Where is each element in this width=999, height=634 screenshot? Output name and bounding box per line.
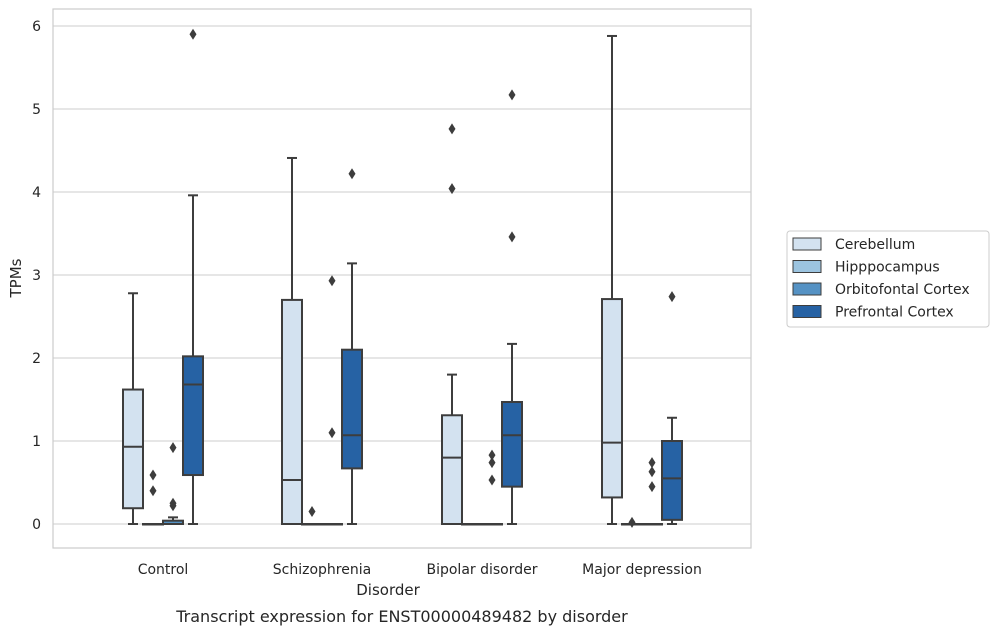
plot-frame <box>52 8 752 549</box>
boxes <box>122 28 683 528</box>
box-2-3 <box>641 457 663 526</box>
y-tick-label-2: 2 <box>32 351 41 367</box>
outlier-point <box>328 275 336 287</box>
box-2-2 <box>481 449 503 526</box>
box-body <box>182 355 204 477</box>
x-tick-label-2: Bipolar disorder <box>426 562 537 578</box>
box-1-0 <box>142 469 164 526</box>
box-body <box>122 388 144 510</box>
box-body <box>441 414 463 525</box>
outlier-point <box>328 427 336 439</box>
legend-label-0: Cerebellum <box>835 237 915 253</box>
y-tick-label-1: 1 <box>32 434 41 450</box>
outlier-point <box>149 485 157 497</box>
box-0-3 <box>601 34 623 525</box>
figure-caption: Transcript expression for ENST0000048948… <box>175 607 628 626</box>
box-0-0 <box>122 292 144 525</box>
x-tick-label-0: Control <box>138 562 189 578</box>
outlier-point <box>648 466 656 478</box>
y-tick-label-3: 3 <box>32 268 41 284</box>
box-0-2 <box>441 123 463 525</box>
outlier-point <box>488 449 496 461</box>
outlier-point <box>668 291 676 303</box>
outlier-point <box>508 89 516 101</box>
legend-swatch-3 <box>792 305 822 318</box>
box-2-0 <box>162 442 184 525</box>
box-1-3 <box>621 516 643 528</box>
box-1-2 <box>461 523 483 526</box>
gridlines <box>53 25 751 525</box>
x-tick-label-1: Schizophrenia <box>273 562 371 578</box>
legend-label-2: Orbitofontal Cortex <box>835 282 970 298</box>
y-tick-label-5: 5 <box>32 102 41 118</box>
box-body <box>501 400 523 488</box>
outlier-point <box>348 168 356 180</box>
outlier-point <box>149 469 157 481</box>
plot-background <box>53 9 751 548</box>
box-3-2 <box>501 89 523 525</box>
box-0-1 <box>281 156 303 525</box>
box-body <box>601 298 623 499</box>
y-tick-labels: 0 1 2 3 4 5 6 <box>32 19 41 533</box>
box-3-0 <box>182 28 204 525</box>
outlier-point <box>628 516 636 528</box>
box-2-1 <box>321 275 343 526</box>
outlier-point <box>488 474 496 486</box>
legend-swatch-2 <box>792 282 822 296</box>
outlier-point <box>189 28 197 40</box>
y-tick-label-4: 4 <box>32 185 41 201</box>
outlier-point <box>488 457 496 469</box>
outlier-point <box>648 457 656 469</box>
outlier-point <box>169 497 177 509</box>
box-1-1 <box>301 506 323 526</box>
outlier-point <box>448 183 456 195</box>
y-tick-label-0: 0 <box>32 517 41 533</box>
box-body <box>341 348 363 470</box>
box-3-1 <box>341 168 363 525</box>
legend: Cerebellum Hipppocampus Orbitofontal Corte… <box>786 230 990 328</box>
legend-frame <box>786 230 990 328</box>
legend-swatch-0 <box>792 237 822 251</box>
x-axis-label: Disorder <box>356 581 420 599</box>
outlier-point <box>308 506 316 518</box>
outlier-point <box>169 442 177 454</box>
y-axis-label: TPMs <box>7 258 25 298</box>
outlier-point <box>508 231 516 243</box>
box-3-3 <box>661 291 683 525</box>
box-body <box>281 298 303 525</box>
outlier-point <box>448 123 456 135</box>
legend-label-3: Prefrontal Cortex <box>835 305 954 321</box>
box-body <box>661 440 683 521</box>
legend-swatch-1 <box>792 260 822 273</box>
x-tick-labels: Control Schizophrenia Bipolar disorder Majo… <box>138 562 702 578</box>
x-tick-label-3: Major depression <box>582 562 702 578</box>
outlier-point <box>648 481 656 493</box>
legend-label-1: Hipppocampus <box>835 260 940 276</box>
y-tick-label-6: 6 <box>32 19 41 35</box>
